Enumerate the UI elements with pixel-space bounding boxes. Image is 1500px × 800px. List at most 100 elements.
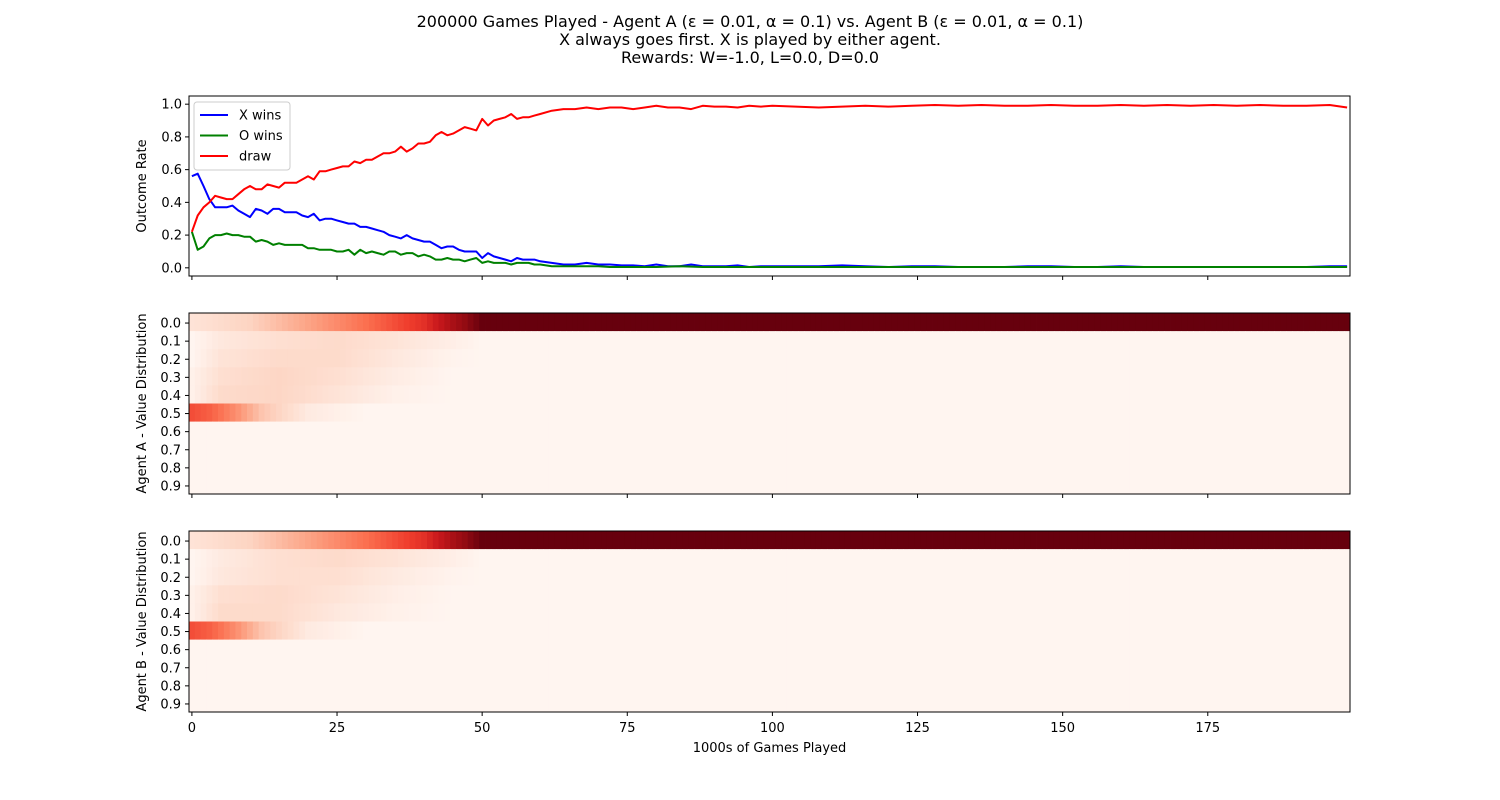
heatmap-cell <box>653 439 660 459</box>
heatmap-cell <box>1141 421 1148 441</box>
heatmap-cell <box>461 349 469 368</box>
heatmap-cell <box>1135 675 1142 695</box>
heatmap-cell <box>589 639 596 659</box>
heatmap-cell <box>1309 367 1316 386</box>
heatmap-cell <box>1059 385 1066 404</box>
heatmap-cell <box>595 421 602 441</box>
heatmap-cell <box>409 349 416 368</box>
heatmap-cell <box>479 675 486 695</box>
heatmap-cell <box>1001 603 1008 622</box>
heatmap-cell <box>1210 675 1217 695</box>
heatmap-cell <box>1199 621 1206 640</box>
heatmap-cell <box>984 457 991 477</box>
heatmap-cell <box>514 475 521 495</box>
heatmap-cell <box>1088 693 1095 713</box>
heatmap-cell <box>984 603 991 622</box>
heatmap-cell <box>618 675 625 695</box>
heatmap-cell <box>270 385 277 404</box>
heatmap-cell <box>206 421 213 441</box>
heatmap-cell <box>1297 693 1304 713</box>
heatmap-cell <box>879 693 886 713</box>
heatmap-cell <box>775 313 782 332</box>
heatmap-cell <box>1338 603 1345 622</box>
heatmap-cell <box>467 331 474 350</box>
heatmap-cell <box>1135 349 1142 368</box>
heatmap-cell <box>1274 531 1281 550</box>
heatmap-cell <box>1042 421 1049 441</box>
heatmap-cell <box>305 531 312 550</box>
heatmap-cell <box>299 385 306 404</box>
heatmap-cell <box>688 549 695 568</box>
heatmap-cell <box>1320 475 1328 495</box>
heatmap-cell <box>821 657 828 677</box>
heatmap-cell <box>897 693 904 713</box>
heatmap-cell <box>1001 567 1008 586</box>
heatmap-cell <box>1251 657 1258 677</box>
heatmap-cell <box>624 385 631 404</box>
heatmap-cell <box>903 675 910 695</box>
heatmap-cell <box>339 585 347 604</box>
heatmap-cell <box>450 313 457 332</box>
heatmap-cell <box>351 457 358 477</box>
heatmap-cell <box>1077 475 1084 495</box>
heatmap-cell <box>392 693 399 713</box>
heatmap-cell <box>508 639 515 659</box>
heatmap-cell <box>415 639 422 659</box>
heatmap-cell <box>1315 331 1322 350</box>
heatmap-cell <box>612 349 619 368</box>
heatmap-cell <box>850 585 857 604</box>
heatmap-cell <box>374 331 381 350</box>
heatmap-cell <box>235 403 242 422</box>
heatmap-cell <box>1100 475 1107 495</box>
heatmap-cell <box>1210 585 1217 604</box>
heatmap-cell <box>490 457 498 477</box>
heatmap-cell <box>264 675 271 695</box>
heatmap-cell <box>218 657 225 677</box>
heatmap-cell <box>299 421 306 441</box>
heatmap-cell <box>1286 549 1293 568</box>
heatmap-cell <box>694 657 701 677</box>
heatmap-cell <box>1175 585 1183 604</box>
heatmap-cell <box>322 421 329 441</box>
y-tick-label: 0.0 <box>160 535 181 550</box>
heatmap-cell <box>293 585 300 604</box>
heatmap-cell <box>566 657 573 677</box>
heatmap-cell <box>932 439 939 459</box>
heatmap-cell <box>1077 531 1084 550</box>
heatmap-cell <box>665 693 672 713</box>
heatmap-cell <box>1309 439 1316 459</box>
heatmap-cell <box>1129 385 1136 404</box>
heatmap-cell <box>229 567 236 586</box>
heatmap-cell <box>1013 567 1020 586</box>
heatmap-cell <box>1297 385 1304 404</box>
heatmap-cell <box>1065 475 1072 495</box>
heatmap-cell <box>1251 439 1258 459</box>
heatmap-cell <box>746 657 753 677</box>
heatmap-cell <box>1111 421 1119 441</box>
heatmap-cell <box>432 313 440 332</box>
heatmap-cell <box>1222 549 1229 568</box>
heatmap-cell <box>1106 421 1113 441</box>
heatmap-cell <box>844 549 852 568</box>
heatmap-cell <box>281 531 289 550</box>
heatmap-cell <box>572 693 579 713</box>
heatmap-cell <box>1129 603 1136 622</box>
heatmap-cell <box>293 549 300 568</box>
heatmap-cell <box>1210 603 1217 622</box>
heatmap-cell <box>1193 621 1200 640</box>
heatmap-cell <box>694 567 701 586</box>
heatmap-cell <box>1123 531 1130 550</box>
heatmap-cell <box>270 439 277 459</box>
heatmap-cell <box>421 585 428 604</box>
heatmap-cell <box>189 475 196 495</box>
heatmap-cell <box>1251 567 1258 586</box>
heatmap-cell <box>427 439 434 459</box>
heatmap-cell <box>740 603 747 622</box>
y-tick-label: 0.7 <box>160 443 181 458</box>
heatmap-cell <box>1048 567 1055 586</box>
heatmap-cell <box>1193 567 1200 586</box>
heatmap-cell <box>682 403 689 422</box>
heatmap-cell <box>990 585 997 604</box>
heatmap-cell <box>328 657 335 677</box>
heatmap-cell <box>978 567 985 586</box>
